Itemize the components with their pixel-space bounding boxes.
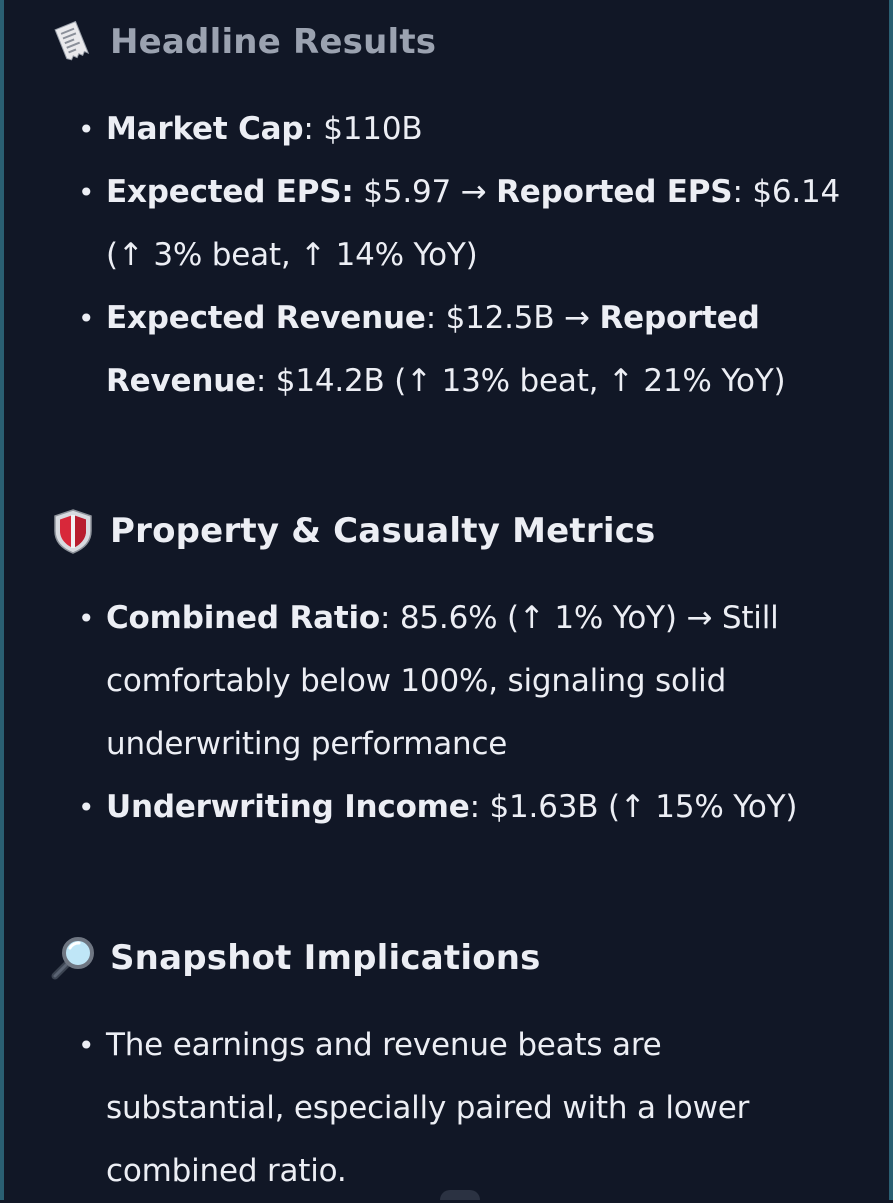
item-text: : $6.14 (↑ 3% beat, ↑ 14% YoY)	[106, 174, 841, 273]
item-label: Combined Ratio	[106, 600, 380, 636]
headline-results-heading: Headline Results	[48, 17, 436, 67]
bullet: •	[78, 113, 95, 146]
item-label: Reported EPS	[496, 174, 733, 210]
section-title: Property & Casualty Metrics	[110, 511, 656, 551]
pc-metrics-list: • Combined Ratio: 85.6% (↑ 1% YoY) → Sti…	[78, 587, 848, 839]
pc-metrics-heading: Property & Casualty Metrics	[48, 506, 656, 556]
scroll-to-bottom-button[interactable]	[440, 1190, 480, 1200]
receipt-icon	[48, 17, 98, 67]
item-label: Reported Revenue	[106, 300, 760, 399]
item-label: Market Cap	[106, 111, 304, 147]
item-text: : 85.6% (↑ 1% YoY) → Still comfortably b…	[106, 600, 779, 762]
item-label: Expected Revenue	[106, 300, 426, 336]
window-edge-left	[0, 0, 4, 1200]
snapshot-implications-heading: Snapshot Implications	[48, 933, 541, 983]
item-text: $110B	[313, 111, 423, 147]
list-item: • Combined Ratio: 85.6% (↑ 1% YoY) → Sti…	[78, 587, 848, 776]
item-label: Underwriting Income	[106, 789, 470, 825]
item-text: : $1.63B (↑ 15% YoY)	[469, 789, 798, 825]
item-text: The earnings and revenue beats are subst…	[106, 1027, 750, 1189]
bullet: •	[78, 791, 95, 824]
headline-results-list: • Market Cap: $110B • Expected EPS: $5.9…	[78, 98, 848, 413]
magnifying-glass-icon	[48, 933, 98, 983]
section-title: Snapshot Implications	[110, 938, 541, 978]
item-text: : $12.5B →	[425, 300, 600, 336]
list-item: • Market Cap: $110B	[78, 98, 848, 161]
list-item: • Expected Revenue: $12.5B → Reported Re…	[78, 287, 848, 413]
shield-icon	[48, 506, 98, 556]
snapshot-implications-list: • The earnings and revenue beats are sub…	[78, 1014, 848, 1203]
bullet: •	[78, 602, 95, 635]
item-label: Expected EPS:	[106, 174, 354, 210]
item-text: $5.97 →	[353, 174, 497, 210]
list-item: • The earnings and revenue beats are sub…	[78, 1014, 848, 1203]
item-separator: :	[303, 111, 314, 147]
list-item: • Expected EPS: $5.97 → Reported EPS: $6…	[78, 161, 848, 287]
window-edge-right	[889, 0, 893, 1200]
item-text: : $14.2B (↑ 13% beat, ↑ 21% YoY)	[255, 363, 786, 399]
section-title: Headline Results	[110, 22, 437, 62]
list-item: • Underwriting Income: $1.63B (↑ 15% YoY…	[78, 776, 848, 839]
bullet: •	[78, 176, 95, 209]
bullet: •	[78, 1029, 95, 1062]
bullet: •	[78, 302, 95, 335]
